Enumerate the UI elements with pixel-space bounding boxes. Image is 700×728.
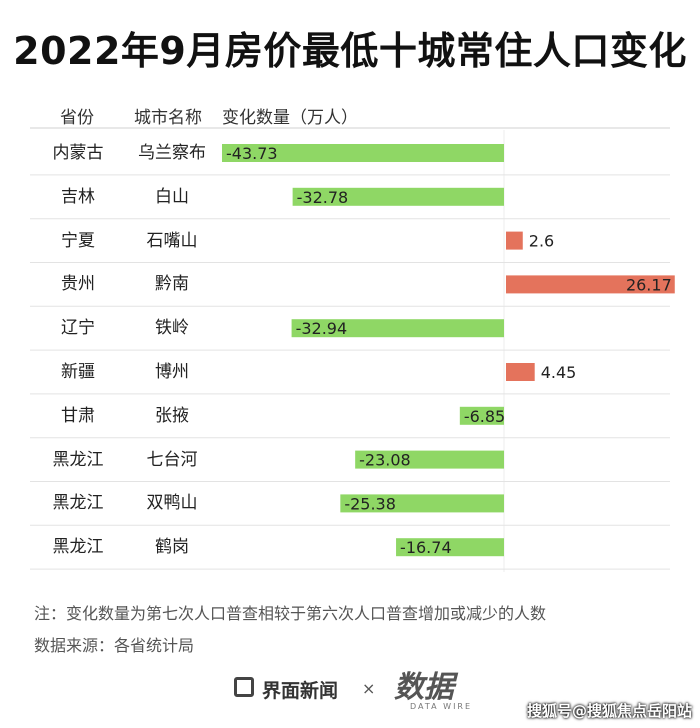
bar xyxy=(292,187,504,206)
province-label: 辽宁 xyxy=(61,318,95,339)
province-label: 新疆 xyxy=(61,362,95,382)
value-label: -43.73 xyxy=(226,144,278,163)
province-label: 黑龙江 xyxy=(52,449,104,470)
bar xyxy=(506,231,523,250)
footer-times-sign: × xyxy=(362,679,376,698)
jiemian-logo-icon xyxy=(234,677,254,697)
bar xyxy=(355,450,504,469)
city-label: 七台河 xyxy=(146,449,198,470)
province-label: 吉林 xyxy=(61,186,95,207)
city-label: 博州 xyxy=(155,362,189,382)
city-label: 石嘴山 xyxy=(146,230,198,251)
city-label: 乌兰察布 xyxy=(138,143,206,163)
province-label: 甘肃 xyxy=(61,405,95,426)
footnote: 注：变化数量为第七次人口普查相较于第六次人口普查增加或减少的人数 xyxy=(34,604,547,623)
value-label: -6.85 xyxy=(464,407,505,426)
data-wire-logo: 数据 xyxy=(394,670,454,705)
data-wire-logo-sub: DATA WIRE xyxy=(410,702,473,711)
bar xyxy=(222,144,504,162)
bar xyxy=(291,319,504,338)
city-label: 铁岭 xyxy=(155,318,189,339)
value-label: -16.74 xyxy=(400,538,452,557)
watermark-credit: 搜狐号@搜狐焦点岳阳站 xyxy=(526,702,692,720)
province-label: 贵州 xyxy=(61,274,95,295)
value-label: -23.08 xyxy=(359,451,411,470)
footer-brand: 界面新闻 xyxy=(262,680,339,702)
city-label: 双鸭山 xyxy=(146,493,198,514)
chart-title: 2022年9月房价最低十城常住人口变化 xyxy=(13,29,687,73)
province-label: 黑龙江 xyxy=(52,493,104,514)
bar-chart: -43.73 -32.78 2.6 26.17 -32.94 4.45 -6.85 -23.0… xyxy=(30,127,675,572)
city-label: 鹤岗 xyxy=(155,537,189,558)
bar xyxy=(506,275,675,294)
value-label: 26.17 xyxy=(626,275,672,294)
value-label: 4.45 xyxy=(541,363,577,382)
header-change: 变化数量（万人） xyxy=(222,108,358,128)
value-label: -32.94 xyxy=(296,319,348,338)
province-label: 内蒙古 xyxy=(52,143,104,163)
city-label: 白山 xyxy=(155,186,189,207)
city-label: 张掖 xyxy=(155,405,189,426)
city-label: 黔南 xyxy=(155,274,189,295)
header-city: 城市名称 xyxy=(134,108,202,128)
province-label: 宁夏 xyxy=(61,230,95,251)
bar xyxy=(459,406,504,425)
value-label: -32.78 xyxy=(297,188,349,207)
province-label: 黑龙江 xyxy=(52,537,104,558)
value-label: 2.6 xyxy=(529,232,554,251)
value-label: -25.38 xyxy=(344,494,396,513)
bar xyxy=(396,538,504,557)
header-province: 省份 xyxy=(60,108,94,128)
data-source: 数据来源：各省统计局 xyxy=(34,636,195,655)
bar xyxy=(340,494,504,513)
bar xyxy=(506,363,535,381)
